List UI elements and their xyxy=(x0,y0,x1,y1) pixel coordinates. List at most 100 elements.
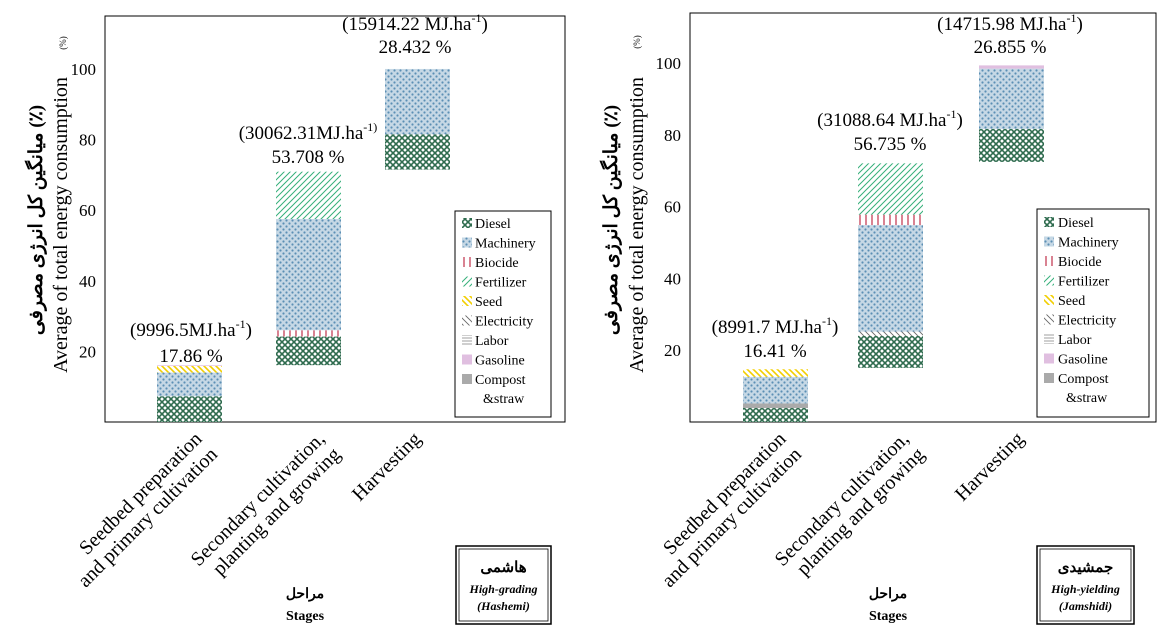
bar-stack xyxy=(979,65,1044,162)
bar-percent-label: 28.432 % xyxy=(379,37,452,58)
x-axis-label-fa: مراحل xyxy=(869,587,907,602)
bar-segment-diesel xyxy=(743,408,808,422)
cultivar-name-en-2: (Jamshidi) xyxy=(1059,599,1112,613)
cultivar-name-en-2: (Hashemi) xyxy=(477,599,530,613)
legend-label: Compost xyxy=(1058,372,1109,387)
plot-frame xyxy=(689,12,1157,423)
legend-swatch xyxy=(462,237,472,248)
bar-stack xyxy=(743,369,808,422)
legend-label: &straw xyxy=(1066,391,1108,406)
bars xyxy=(743,65,1044,422)
bar-segment-fertilizer xyxy=(276,171,341,219)
bar-energy-label: (15914.22 MJ.ha-1) xyxy=(342,11,488,35)
bar-labels: (8991.7 MJ.ha-1) 16.41 % (31088.64 MJ.ha-1… xyxy=(712,11,1083,362)
cultivar-box: هاشمی High-grading (Hashemi) xyxy=(455,545,552,625)
legend-swatch xyxy=(462,354,472,365)
legend-label: Machinery xyxy=(1058,236,1119,251)
bar-percent-label: 16.41 % xyxy=(743,341,807,362)
cultivar-name-en-1: High-yielding xyxy=(1050,582,1120,596)
y-axis-label-en: Average of total energy consumption xyxy=(626,77,648,373)
y-tick-label: 20 xyxy=(79,342,96,361)
legend-label: Biocide xyxy=(1058,255,1102,270)
bar-stack xyxy=(276,171,341,366)
y-tick-label: 80 xyxy=(664,126,681,145)
bar-segment-biocide xyxy=(276,330,341,337)
legend-label: Electricity xyxy=(475,315,533,330)
y-axis-label: میانگین کل انرژی مصرفی (٪) Average of to… xyxy=(599,35,648,373)
y-tick-label: 40 xyxy=(79,272,96,291)
bar-segment-diesel xyxy=(385,134,450,170)
bar-percent-label: 53.708 % xyxy=(272,147,345,168)
y-tick-label: 40 xyxy=(664,269,681,288)
legend-swatch xyxy=(462,315,472,326)
legend: Diesel Machinery Biocide Fertilizer Seed Elec… xyxy=(1036,208,1150,418)
legend-swatch xyxy=(1044,334,1054,344)
legend-label: Diesel xyxy=(1058,216,1094,231)
bar-segment-machinery xyxy=(385,68,450,135)
y-axis-label-unit: (%) xyxy=(632,35,642,49)
bar-segment-gasoline xyxy=(979,65,1044,69)
x-tick-label: Harvesting xyxy=(348,428,426,506)
bar-segment-compost xyxy=(743,403,808,409)
legend-label: Compost xyxy=(475,373,526,388)
legend-swatch xyxy=(462,335,472,345)
x-tick-labels: Seedbed preparationand primary cultivati… xyxy=(658,428,1029,592)
y-tick-label: 80 xyxy=(79,131,96,150)
legend-swatch xyxy=(462,218,472,228)
bar-stack xyxy=(157,365,222,422)
bar-segment-diesel xyxy=(979,128,1044,162)
bar-segment-seed xyxy=(157,366,222,373)
bar-segment-gasoline xyxy=(157,365,222,367)
y-tick-label: 60 xyxy=(664,198,681,217)
cultivar-name-fa: هاشمی xyxy=(480,560,526,576)
y-axis-label: میانگین کل انرژی مصرفی (٪) Average of to… xyxy=(24,36,72,373)
legend-swatch xyxy=(462,296,472,306)
plot-frame xyxy=(104,15,566,423)
y-axis-ticks: 20 40 60 80 100 xyxy=(71,60,97,361)
legend-label: Machinery xyxy=(475,237,536,252)
bar-segment-machinery xyxy=(979,68,1044,129)
chart-hashemi: 20 40 60 80 100 (9996.5MJ.ha-1) 17.86 % (30062… xyxy=(24,11,566,625)
legend-swatch xyxy=(1044,295,1054,305)
legend-label: Labor xyxy=(1058,333,1092,348)
bar-labels: (9996.5MJ.ha-1) 17.86 % (30062.31MJ.ha-1) 5… xyxy=(130,11,488,367)
bar-energy-label: (14715.98 MJ.ha-1) xyxy=(937,11,1083,35)
legend-label: Electricity xyxy=(1058,314,1116,329)
y-axis-label-fa: میانگین کل انرژی مصرفی (٪) xyxy=(599,105,622,335)
legend-swatch xyxy=(1044,373,1054,383)
x-axis-label-en: Stages xyxy=(869,609,908,624)
cultivar-name-fa: جمشیدی xyxy=(1058,560,1113,576)
y-axis-label-unit: (%) xyxy=(58,36,68,50)
legend-swatch xyxy=(1044,236,1054,247)
legend-label: Fertilizer xyxy=(1058,275,1110,290)
y-tick-label: 100 xyxy=(71,60,97,79)
legend-swatch xyxy=(1044,314,1054,325)
legend-box xyxy=(1036,208,1150,418)
bar-segment-biocide xyxy=(858,214,923,226)
legend-swatch xyxy=(462,276,472,287)
legend-label: Seed xyxy=(475,295,502,310)
x-axis-label-fa: مراحل xyxy=(286,587,324,602)
legend-swatch xyxy=(462,374,472,384)
legend-label: Seed xyxy=(1058,294,1085,309)
y-tick-label: 20 xyxy=(664,341,681,360)
bar-energy-label: (9996.5MJ.ha-1) xyxy=(130,317,252,341)
bar-percent-label: 17.86 % xyxy=(159,346,223,367)
legend-label: Diesel xyxy=(475,217,511,232)
bar-segment-seed xyxy=(743,369,808,377)
bar-percent-label: 26.855 % xyxy=(974,37,1047,58)
legend-label: Fertilizer xyxy=(475,276,527,291)
y-axis-label-fa: میانگین کل انرژی مصرفی (٪) xyxy=(24,105,47,335)
x-axis-label-en: Stages xyxy=(286,609,325,624)
y-axis-label-en: Average of total energy consumption xyxy=(50,77,72,373)
bar-segment-machinery xyxy=(858,225,923,332)
bar-segment-fertilizer xyxy=(858,163,923,215)
legend-swatch xyxy=(1044,256,1054,266)
bar-stack xyxy=(858,163,923,368)
bar-segment-machinery xyxy=(743,376,808,404)
y-tick-label: 60 xyxy=(79,201,96,220)
cultivar-name-en-1: High-grading xyxy=(468,582,537,596)
legend-label: Labor xyxy=(475,334,509,349)
